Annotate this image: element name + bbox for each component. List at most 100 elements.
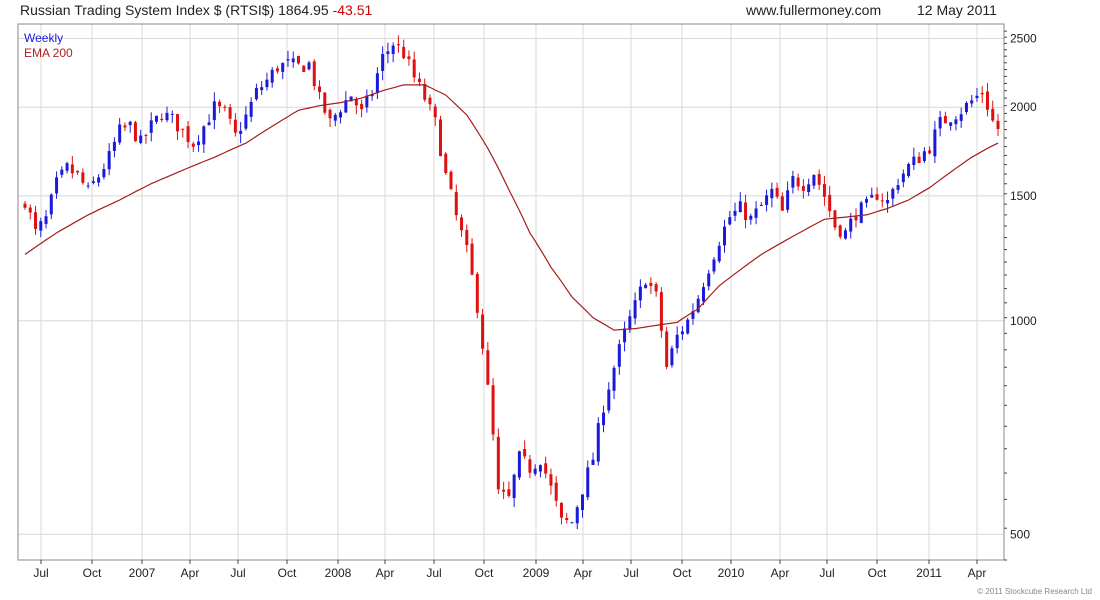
candle-body (275, 68, 279, 72)
site-url[interactable]: www.fullermoney.com (746, 2, 882, 18)
candle-body (502, 489, 506, 492)
x-tick-label: 2007 (129, 566, 156, 580)
candle-body (323, 92, 327, 113)
x-tick-label: 2008 (325, 566, 352, 580)
last-value: 1864.95 (278, 2, 329, 18)
candle-body (659, 292, 663, 331)
x-tick-label: Apr (376, 566, 395, 580)
candle-body (370, 94, 374, 97)
candle-body (759, 205, 763, 207)
x-tick-label: Jul (33, 566, 48, 580)
candle-body (591, 459, 595, 465)
candle-body (128, 121, 132, 126)
x-tick-label: Oct (868, 566, 887, 580)
candle-body (633, 300, 637, 319)
candle-body (696, 298, 700, 313)
candle-body (102, 169, 106, 178)
candle-body (244, 114, 248, 129)
candle-body (228, 107, 232, 119)
candle-body (81, 172, 85, 183)
candle-body (933, 129, 937, 157)
candle-body (475, 273, 479, 313)
candle-body (517, 451, 521, 478)
candle-body (76, 170, 80, 173)
candle-body (570, 522, 574, 524)
candle-body (786, 190, 790, 210)
candle-body (507, 489, 511, 496)
candle-body (728, 217, 732, 225)
candle-body (691, 311, 695, 319)
candle-body (365, 95, 369, 108)
ema-200-line (24, 84, 999, 331)
candle-body (628, 316, 632, 330)
candle-body (481, 314, 485, 349)
x-tick-label: Oct (673, 566, 692, 580)
candle-body (654, 284, 658, 292)
candle-body (838, 225, 842, 237)
candle-body (207, 122, 211, 126)
candle-body (333, 114, 337, 121)
candle-body (139, 135, 143, 143)
candle-body (996, 120, 1000, 130)
candle-body (865, 198, 869, 203)
candle-body (423, 84, 427, 100)
candle-body (354, 98, 358, 106)
candle-body (886, 200, 890, 204)
candle-body (807, 184, 811, 192)
candle-body (407, 56, 411, 60)
candle-body (896, 185, 900, 190)
candle-body (975, 95, 979, 99)
candle-body (118, 124, 122, 143)
candle-body (875, 194, 879, 200)
candle-body (575, 507, 579, 524)
candle-body (943, 115, 947, 124)
chart-title: Russian Trading System Index $ (RTSI$) 1… (20, 2, 372, 18)
candle-body (444, 153, 448, 173)
candle-body (733, 210, 737, 216)
candle-body (70, 164, 74, 174)
x-tick-label: Jul (230, 566, 245, 580)
x-tick-label: 2009 (523, 566, 550, 580)
candle-body (712, 259, 716, 272)
candle-body (165, 112, 169, 121)
candle-body (765, 195, 769, 205)
candle-body (780, 196, 784, 211)
candle-body (665, 331, 669, 367)
copyright-notice: © 2011 Stockcube Research Ltd (977, 587, 1092, 596)
candle-body (396, 44, 400, 46)
candle-body (586, 467, 590, 498)
candle-body (775, 187, 779, 197)
y-tick-label: 2500 (1010, 31, 1037, 45)
x-tick-label: Apr (574, 566, 593, 580)
candle-body (465, 229, 469, 246)
candle-body (486, 350, 490, 385)
candle-body (328, 109, 332, 119)
candle-body (349, 96, 353, 102)
candle-body (386, 51, 390, 55)
x-tick-label: Oct (83, 566, 102, 580)
candle-body (549, 474, 553, 486)
candle-body (449, 171, 453, 190)
candle-body (707, 273, 711, 287)
candle-body (55, 177, 59, 194)
candle-body (796, 177, 800, 187)
candle-body (97, 177, 101, 183)
x-tick-label: Apr (181, 566, 200, 580)
candle-body (912, 156, 916, 166)
candle-body (233, 119, 237, 133)
candle-body (181, 128, 185, 130)
x-tick-label: Apr (968, 566, 987, 580)
candle-body (491, 385, 495, 435)
candle-body (107, 151, 111, 170)
candle-body (533, 468, 537, 474)
candle-body (854, 216, 858, 221)
candle-body (186, 126, 190, 142)
candle-body (528, 459, 532, 473)
candle-body (938, 117, 942, 129)
candle-body (843, 230, 847, 239)
candle-body (901, 173, 905, 183)
candle-body (770, 188, 774, 199)
candle-body (870, 194, 874, 198)
candle-body (749, 215, 753, 220)
candle-body (281, 63, 285, 72)
